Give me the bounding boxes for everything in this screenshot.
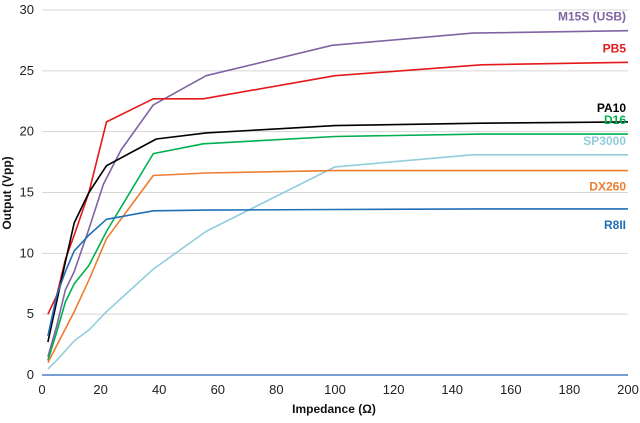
gridlines — [42, 9, 628, 315]
series-label-sp3000: SP3000 — [583, 134, 626, 148]
series-line-pa10 — [47, 121, 629, 343]
x-tick-label-60: 60 — [211, 382, 225, 397]
series-label-d16: D16 — [604, 113, 626, 127]
x-tick-label-180: 180 — [559, 382, 581, 397]
series-label-m15s-usb: M15S (USB) — [558, 10, 626, 24]
series-label-pb5: PB5 — [603, 41, 627, 55]
series-line-d16 — [47, 133, 628, 361]
x-tick-labels: 0 20 40 60 80 100 120 140 160 180 200 — [38, 382, 638, 397]
x-tick-label-40: 40 — [152, 382, 166, 397]
series-line-r8ii — [47, 208, 628, 337]
y-tick-label-10: 10 — [20, 245, 34, 260]
x-tick-label-140: 140 — [441, 382, 463, 397]
series-line-sp3000 — [47, 154, 628, 370]
y-tick-label-5: 5 — [27, 306, 34, 321]
y-tick-label-0: 0 — [27, 367, 34, 382]
y-tick-label-30: 30 — [20, 2, 34, 17]
series-line-dx260 — [47, 169, 628, 364]
x-tick-label-160: 160 — [500, 382, 522, 397]
series-label-r8ii: R8II — [604, 218, 626, 232]
y-tick-label-15: 15 — [20, 185, 34, 200]
y-axis-title: Output (Vpp) — [0, 156, 14, 229]
x-tick-label-120: 120 — [383, 382, 405, 397]
series-line-pb5 — [47, 61, 629, 315]
series-line-m15s-usb — [47, 29, 629, 358]
series-lines — [42, 29, 629, 376]
x-tick-label-200: 200 — [617, 382, 639, 397]
y-tick-label-25: 25 — [20, 63, 34, 78]
x-tick-label-100: 100 — [324, 382, 346, 397]
x-axis-title: Impedance (Ω) — [292, 402, 376, 416]
x-tick-label-20: 20 — [93, 382, 107, 397]
x-tick-label-80: 80 — [269, 382, 283, 397]
series-label-pa10: PA10 — [597, 101, 626, 115]
x-tick-label-0: 0 — [38, 382, 45, 397]
y-tick-label-20: 20 — [20, 124, 34, 139]
series-label-dx260: DX260 — [589, 180, 626, 194]
y-tick-labels: 0 5 10 15 20 25 30 — [20, 2, 34, 382]
